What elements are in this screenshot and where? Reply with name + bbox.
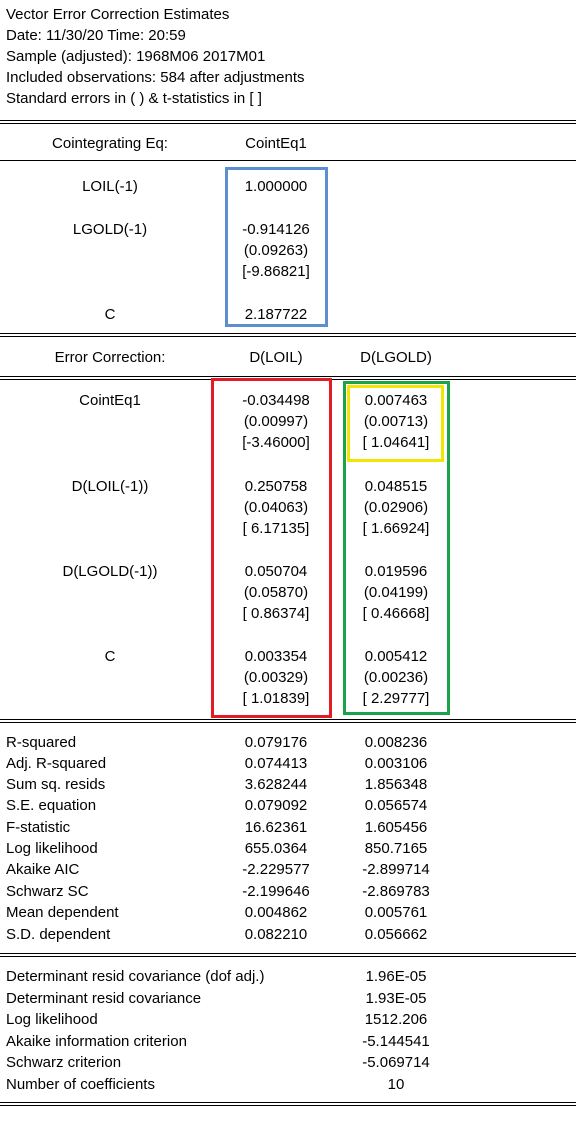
ec-row-label: CointEq1 [79, 392, 141, 409]
ec-coef: 0.250758 [244, 478, 308, 495]
stat-value: 655.0364 [244, 840, 308, 857]
rule-double [0, 719, 576, 723]
coint-header-col: CointEq1 [245, 135, 307, 152]
rule-double [0, 333, 576, 337]
ec-coef: 0.005412 [364, 648, 428, 665]
ec-tstat: [ 2.29777] [362, 690, 430, 707]
ec-stderr: (0.00713) [363, 413, 429, 430]
ec-stderr: (0.05870) [243, 584, 309, 601]
ec-coef: 0.007463 [364, 392, 428, 409]
stat-value: 0.074413 [244, 755, 308, 772]
summary-label: Log likelihood [6, 1011, 98, 1028]
summary-label: Akaike information criterion [6, 1033, 187, 1050]
summary-value: 10 [387, 1076, 405, 1093]
ec-header-label: Error Correction: [54, 349, 166, 366]
summary-value: 1.96E-05 [365, 968, 427, 985]
summary-label: Number of coefficients [6, 1076, 155, 1093]
stat-value: 0.003106 [364, 755, 428, 772]
stat-value: 0.082210 [244, 926, 308, 943]
ec-coef: 0.048515 [364, 478, 428, 495]
stat-value: 0.056662 [364, 926, 428, 943]
rule-single [0, 160, 576, 161]
stat-value: 850.7165 [364, 840, 428, 857]
ec-row-label: D(LOIL(-1)) [71, 478, 149, 495]
ec-tstat: [-3.46000] [242, 434, 310, 451]
coint-row-label: LGOLD(-1) [72, 221, 148, 238]
coint-coef: -0.914126 [242, 221, 310, 238]
ec-tstat: [ 1.01839] [242, 690, 310, 707]
stat-label: S.E. equation [6, 797, 97, 814]
ec-stderr: (0.00997) [243, 413, 309, 430]
output-title: Vector Error Correction Estimates [6, 6, 230, 23]
ec-row-label: C [104, 648, 116, 665]
coint-coef: 1.000000 [244, 178, 308, 195]
stat-value: 16.62361 [244, 819, 308, 836]
stat-label: S.D. dependent [6, 926, 111, 943]
stat-value: 0.008236 [364, 734, 428, 751]
stat-value: 3.628244 [244, 776, 308, 793]
ec-stderr: (0.00236) [363, 669, 429, 686]
summary-value: 1.93E-05 [365, 990, 427, 1007]
coint-row-label: LOIL(-1) [82, 178, 138, 195]
output-date: Date: 11/30/20 Time: 20:59 [6, 27, 186, 44]
summary-value: -5.069714 [362, 1054, 430, 1071]
stat-value: 0.005761 [364, 904, 428, 921]
coint-header-label: Cointegrating Eq: [52, 135, 168, 152]
rule-double [0, 953, 576, 957]
dlgold-highlight-box [343, 381, 450, 715]
ec-header-col2: D(LGOLD) [360, 349, 432, 366]
stat-value: -2.229577 [242, 861, 310, 878]
coint-coef: 2.187722 [244, 306, 308, 323]
output-stderr-note: Standard errors in ( ) & t-statistics in… [6, 90, 262, 107]
stat-value: 1.605456 [364, 819, 428, 836]
output-sample: Sample (adjusted): 1968M06 2017M01 [6, 48, 266, 65]
stat-label: Sum sq. resids [6, 776, 106, 793]
stat-value: -2.869783 [362, 883, 430, 900]
stat-value: 0.079092 [244, 797, 308, 814]
stat-value: -2.199646 [242, 883, 310, 900]
ec-row-label: D(LGOLD(-1)) [62, 563, 158, 580]
rule-double [0, 1102, 576, 1106]
ec-stderr: (0.02906) [363, 499, 429, 516]
rule-double [0, 120, 576, 124]
ec-tstat: [ 6.17135] [242, 520, 310, 537]
summary-value: -5.144541 [362, 1033, 430, 1050]
stat-value: 1.856348 [364, 776, 428, 793]
stat-label: Mean dependent [6, 904, 119, 921]
ec-stderr: (0.04063) [243, 499, 309, 516]
ec-coef: 0.003354 [244, 648, 308, 665]
ec-coef: -0.034498 [242, 392, 310, 409]
stat-label: Schwarz SC [6, 883, 89, 900]
stat-value: 0.004862 [244, 904, 308, 921]
output-observations: Included observations: 584 after adjustm… [6, 69, 305, 86]
summary-value: 1512.206 [364, 1011, 428, 1028]
stat-label: Log likelihood [6, 840, 98, 857]
ec-header-col1: D(LOIL) [249, 349, 303, 366]
summary-label: Determinant resid covariance (dof adj.) [6, 968, 265, 985]
ec-tstat: [ 1.66924] [362, 520, 430, 537]
ec-tstat: [ 1.04641] [362, 434, 430, 451]
ec-stderr: (0.00329) [243, 669, 309, 686]
summary-label: Schwarz criterion [6, 1054, 122, 1071]
coint-tstat: [-9.86821] [242, 263, 310, 280]
ec-tstat: [ 0.46668] [362, 605, 430, 622]
stat-label: Adj. R-squared [6, 755, 107, 772]
dloil-highlight-box [211, 378, 332, 718]
ec-tstat: [ 0.86374] [242, 605, 310, 622]
stat-value: 0.079176 [244, 734, 308, 751]
coint-stderr: (0.09263) [243, 242, 309, 259]
ec-coef: 0.019596 [364, 563, 428, 580]
cell-highlight-box [347, 385, 444, 462]
coint-highlight-box [225, 167, 328, 327]
coint-row-label: C [104, 306, 116, 323]
stat-value: -2.899714 [362, 861, 430, 878]
stat-label: R-squared [6, 734, 77, 751]
ec-stderr: (0.04199) [363, 584, 429, 601]
stat-label: Akaike AIC [6, 861, 80, 878]
summary-label: Determinant resid covariance [6, 990, 202, 1007]
stat-value: 0.056574 [364, 797, 428, 814]
stat-label: F-statistic [6, 819, 71, 836]
ec-coef: 0.050704 [244, 563, 308, 580]
